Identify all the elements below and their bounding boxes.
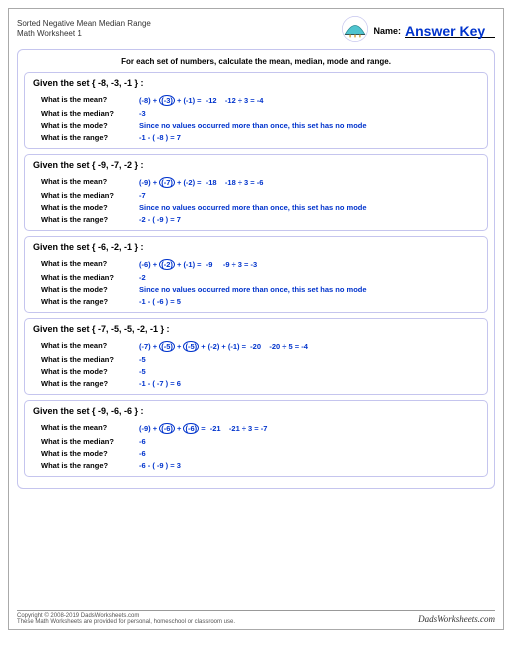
mode-answer: Since no values occurred more than once,… bbox=[139, 121, 367, 130]
footer-left: Copyright © 2008-2019 DadsWorksheets.com… bbox=[17, 613, 235, 625]
mean-answer: (-9) + (-7) + (-2) = -18 -18 ÷ 3 = -6 bbox=[139, 177, 263, 188]
range-answer: -2 - ( -9 ) = 7 bbox=[139, 215, 181, 224]
problem-block: Given the set { -6, -2, -1 } : What is th… bbox=[24, 236, 488, 313]
median-row: What is the median?-5 bbox=[33, 353, 479, 365]
name-underline: Answer Key bbox=[405, 21, 495, 38]
mean-question: What is the mean? bbox=[41, 423, 139, 434]
brand-logo: DadsWorksheets.com bbox=[418, 614, 495, 624]
mean-question: What is the mean? bbox=[41, 341, 139, 352]
footer: Copyright © 2008-2019 DadsWorksheets.com… bbox=[17, 610, 495, 625]
mode-question: What is the mode? bbox=[41, 285, 139, 294]
range-row: What is the range?-6 - ( -9 ) = 3 bbox=[33, 459, 479, 471]
mode-question: What is the mode? bbox=[41, 121, 139, 130]
mean-row: What is the mean?(-7) + (-5) + (-5) + (-… bbox=[33, 339, 479, 353]
problems-container: Given the set { -8, -3, -1 } : What is th… bbox=[24, 72, 488, 477]
range-row: What is the range?-1 - ( -6 ) = 5 bbox=[33, 295, 479, 307]
mean-row: What is the mean?(-6) + (-2) + (-1) = -9… bbox=[33, 257, 479, 271]
given-set: Given the set { -7, -5, -5, -2, -1 } : bbox=[33, 324, 479, 334]
answer-key-text: Answer Key bbox=[405, 23, 485, 39]
median-row: What is the median?-6 bbox=[33, 435, 479, 447]
header: Sorted Negative Mean Median Range Math W… bbox=[17, 15, 495, 49]
footer-note: These Math Worksheets are provided for p… bbox=[17, 619, 235, 625]
range-answer: -1 - ( -7 ) = 6 bbox=[139, 379, 181, 388]
mode-answer: Since no values occurred more than once,… bbox=[139, 285, 367, 294]
given-set: Given the set { -8, -3, -1 } : bbox=[33, 78, 479, 88]
name-field: Name: Answer Key bbox=[373, 21, 495, 38]
mean-question: What is the mean? bbox=[41, 177, 139, 188]
problem-block: Given the set { -9, -6, -6 } : What is th… bbox=[24, 400, 488, 477]
median-answer: -6 bbox=[139, 437, 146, 446]
given-set: Given the set { -9, -6, -6 } : bbox=[33, 406, 479, 416]
median-question: What is the median? bbox=[41, 273, 139, 282]
range-row: What is the range?-1 - ( -8 ) = 7 bbox=[33, 131, 479, 143]
range-question: What is the range? bbox=[41, 215, 139, 224]
mode-row: What is the mode?Since no values occurre… bbox=[33, 119, 479, 131]
mode-row: What is the mode?-5 bbox=[33, 365, 479, 377]
mode-question: What is the mode? bbox=[41, 449, 139, 458]
instruction-text: For each set of numbers, calculate the m… bbox=[24, 54, 488, 72]
title-block: Sorted Negative Mean Median Range Math W… bbox=[17, 19, 151, 40]
problem-block: Given the set { -9, -7, -2 } : What is th… bbox=[24, 154, 488, 231]
median-question: What is the median? bbox=[41, 437, 139, 446]
range-answer: -1 - ( -6 ) = 5 bbox=[139, 297, 181, 306]
range-row: What is the range?-1 - ( -7 ) = 6 bbox=[33, 377, 479, 389]
mean-row: What is the mean?(-9) + (-7) + (-2) = -1… bbox=[33, 175, 479, 189]
mean-answer: (-9) + (-6) + (-6) = -21 -21 ÷ 3 = -7 bbox=[139, 423, 267, 434]
header-right: Name: Answer Key bbox=[341, 15, 495, 43]
mode-question: What is the mode? bbox=[41, 203, 139, 212]
range-question: What is the range? bbox=[41, 379, 139, 388]
mean-answer: (-8) + (-3) + (-1) = -12 -12 ÷ 3 = -4 bbox=[139, 95, 263, 106]
title-line2: Math Worksheet 1 bbox=[17, 29, 151, 39]
median-answer: -3 bbox=[139, 109, 146, 118]
range-question: What is the range? bbox=[41, 133, 139, 142]
median-row: What is the median?-2 bbox=[33, 271, 479, 283]
mean-answer: (-7) + (-5) + (-5) + (-2) + (-1) = -20 -… bbox=[139, 341, 308, 352]
mode-question: What is the mode? bbox=[41, 367, 139, 376]
median-answer: -2 bbox=[139, 273, 146, 282]
mode-answer: -6 bbox=[139, 449, 146, 458]
given-set: Given the set { -9, -7, -2 } : bbox=[33, 160, 479, 170]
median-question: What is the median? bbox=[41, 109, 139, 118]
given-set: Given the set { -6, -2, -1 } : bbox=[33, 242, 479, 252]
mean-question: What is the mean? bbox=[41, 259, 139, 270]
mode-row: What is the mode?Since no values occurre… bbox=[33, 201, 479, 213]
median-row: What is the median?-3 bbox=[33, 107, 479, 119]
mean-row: What is the mean?(-9) + (-6) + (-6) = -2… bbox=[33, 421, 479, 435]
mean-row: What is the mean?(-8) + (-3) + (-1) = -1… bbox=[33, 93, 479, 107]
range-answer: -1 - ( -8 ) = 7 bbox=[139, 133, 181, 142]
problem-block: Given the set { -8, -3, -1 } : What is th… bbox=[24, 72, 488, 149]
bell-curve-icon bbox=[341, 15, 369, 43]
mode-answer: Since no values occurred more than once,… bbox=[139, 203, 367, 212]
mean-question: What is the mean? bbox=[41, 95, 139, 106]
mode-row: What is the mode?-6 bbox=[33, 447, 479, 459]
mode-answer: -5 bbox=[139, 367, 146, 376]
name-label: Name: bbox=[373, 26, 401, 36]
median-question: What is the median? bbox=[41, 191, 139, 200]
main-content: For each set of numbers, calculate the m… bbox=[17, 49, 495, 489]
mean-answer: (-6) + (-2) + (-1) = -9 -9 ÷ 3 = -3 bbox=[139, 259, 257, 270]
range-question: What is the range? bbox=[41, 297, 139, 306]
worksheet-page: Sorted Negative Mean Median Range Math W… bbox=[8, 8, 504, 630]
median-row: What is the median?-7 bbox=[33, 189, 479, 201]
problem-block: Given the set { -7, -5, -5, -2, -1 } : Wh… bbox=[24, 318, 488, 395]
range-row: What is the range?-2 - ( -9 ) = 7 bbox=[33, 213, 479, 225]
title-line1: Sorted Negative Mean Median Range bbox=[17, 19, 151, 29]
mode-row: What is the mode?Since no values occurre… bbox=[33, 283, 479, 295]
median-answer: -7 bbox=[139, 191, 146, 200]
range-answer: -6 - ( -9 ) = 3 bbox=[139, 461, 181, 470]
range-question: What is the range? bbox=[41, 461, 139, 470]
median-answer: -5 bbox=[139, 355, 146, 364]
median-question: What is the median? bbox=[41, 355, 139, 364]
